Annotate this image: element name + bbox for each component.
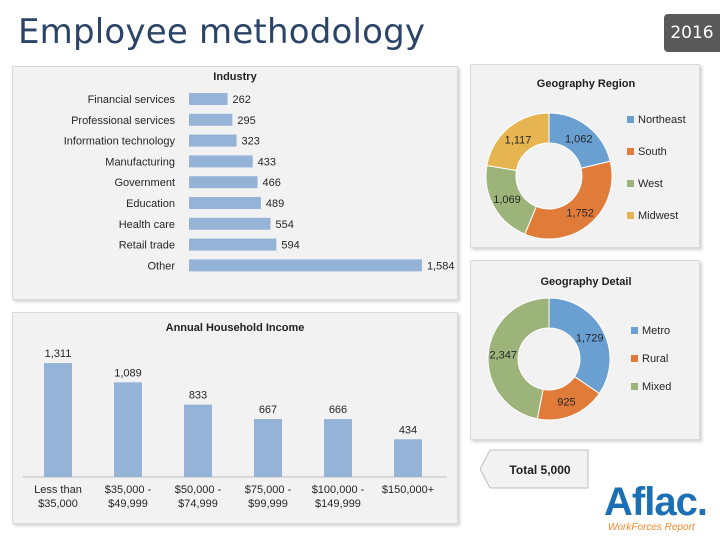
industry-chart-panel: Industry Financial services 262 Professiona… [12,66,458,300]
total-callout: Total 5,000 [479,448,590,490]
income-chart-title: Annual Household Income [166,322,305,334]
industry-value-label: 323 [242,136,260,148]
income-category-label: $50,000 - [175,484,222,496]
industry-category-label: Information technology [64,136,176,148]
region-legend-label: Midwest [638,210,678,222]
industry-value-label: 262 [233,94,251,106]
income-bar [324,419,352,477]
detail-slice [548,297,611,395]
region-value-label: 1,069 [493,194,521,206]
industry-bar [189,238,277,251]
region-legend-label: West [638,178,663,190]
industry-value-label: 295 [237,115,255,127]
income-category-label: $35,000 - [105,484,152,496]
industry-bar [189,93,228,105]
region-chart: Geography Region 1,062 1,752 1,069 1,117 Nort… [485,78,686,240]
income-category-label-line2: $99,999 [248,498,288,510]
year-badge: 2016 [664,14,720,52]
industry-bar [189,217,271,230]
income-value-label: 667 [259,404,277,416]
industry-chart-title: Industry [213,71,257,83]
industry-bar [189,155,253,168]
region-slice [524,160,613,240]
region-legend-swatch [627,116,634,123]
industry-bar [189,197,261,209]
industry-chart: Industry Financial services 262 Professiona… [64,71,455,272]
detail-legend-label: Rural [642,353,668,365]
income-bar [114,382,142,477]
industry-value-label: 433 [258,156,276,168]
page-title: Employee methodology [18,12,426,52]
region-value-label: 1,117 [505,134,532,146]
detail-legend-label: Mixed [642,381,671,393]
region-slice [486,112,550,172]
industry-bar [189,113,233,126]
industry-category-label: Manufacturing [105,156,175,168]
income-category-label-line2: $35,000 [38,498,78,510]
region-chart-panel: Geography Region 1,062 1,752 1,069 1,117 Nort… [470,64,700,248]
logo-wordmark: Aflac. [604,480,708,524]
logo-subtitle: WorkForces Report [608,522,695,533]
income-category-label: $75,000 - [245,484,292,496]
income-value-label: 1,311 [45,348,72,360]
income-value-label: 1,089 [114,367,142,379]
industry-bar [189,134,237,147]
detail-legend-swatch [631,383,638,390]
income-value-label: 434 [399,424,417,436]
income-bar [184,404,212,477]
industry-category-label: Professional services [71,115,175,127]
industry-bar [189,259,422,272]
industry-category-label: Government [114,177,175,189]
industry-bar [189,176,258,189]
income-chart: Annual Household Income 1,311 Less than $35… [23,322,447,510]
region-legend-label: Northeast [638,114,686,126]
income-category-label: Less than [34,484,82,496]
total-label: Total 5,000 [509,463,570,477]
industry-value-label: 1,584 [427,260,455,272]
income-value-label: 666 [329,404,347,416]
industry-category-label: Other [147,260,175,272]
region-legend-swatch [627,212,634,219]
detail-chart-panel: Geography Detail 1,729 925 2,347 Metro Rural M… [470,260,700,440]
income-bar [394,439,422,477]
region-legend-swatch [627,148,634,155]
detail-chart: Geography Detail 1,729 925 2,347 Metro Rural M… [487,276,671,421]
industry-value-label: 554 [275,219,293,231]
income-category-label-line2: $149,999 [315,498,361,510]
income-category-label: $150,000+ [382,484,434,496]
region-chart-title: Geography Region [537,78,636,90]
industry-category-label: Health care [119,219,175,231]
industry-category-label: Education [126,198,175,210]
income-bar [254,419,282,477]
detail-legend-swatch [631,327,638,334]
income-chart-panel: Annual Household Income 1,311 Less than $35… [12,312,458,524]
detail-slice [487,297,550,420]
region-legend-label: South [638,146,667,158]
income-category-label-line2: $49,999 [108,498,148,510]
industry-category-label: Financial services [88,94,176,106]
detail-legend-label: Metro [642,325,670,337]
detail-legend-swatch [631,355,638,362]
income-category-label: $100,000 - [312,484,365,496]
detail-value-label: 1,729 [576,333,604,345]
industry-category-label: Retail trade [119,240,175,252]
income-bar [44,363,72,477]
detail-value-label: 925 [557,397,575,409]
region-value-label: 1,752 [566,208,594,220]
detail-chart-title: Geography Detail [540,276,631,288]
detail-value-label: 2,347 [489,350,517,362]
industry-value-label: 489 [266,198,284,210]
industry-value-label: 466 [263,177,281,189]
region-value-label: 1,062 [565,133,593,145]
income-category-label-line2: $74,999 [178,498,218,510]
aflac-logo: Aflac. WorkForces Report [604,480,708,533]
region-legend-swatch [627,180,634,187]
income-value-label: 833 [189,390,207,402]
industry-value-label: 594 [281,240,299,252]
